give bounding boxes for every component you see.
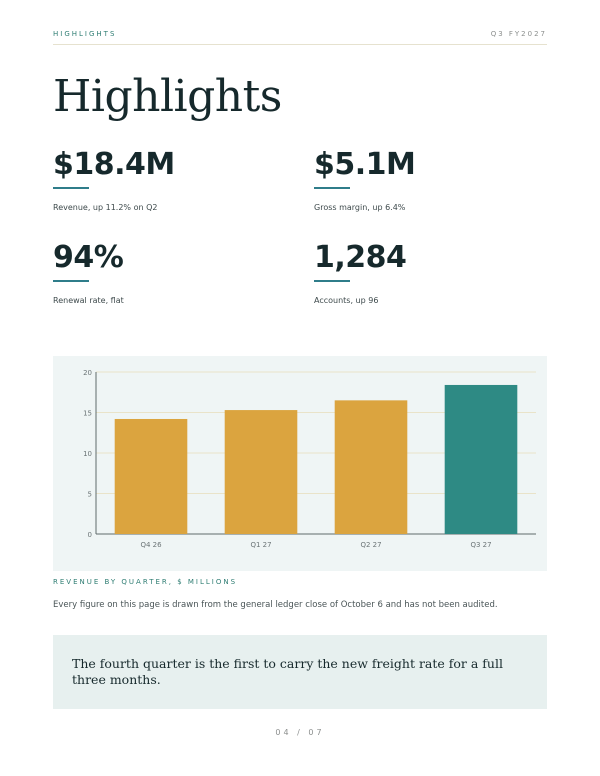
page-header: HIGHLIGHTS Q3 FY2027 [53,30,547,45]
bar [114,418,188,534]
callout-text: The fourth quarter is the first to carry… [72,656,503,687]
page-title: Highlights [53,71,282,122]
stat-caption: Renewal rate, flat [53,296,124,305]
page-number: 04 / 07 [275,728,325,737]
stat-gross-margin: $5.1M Gross margin, up 6.4% [314,148,554,213]
x-tick-label: Q4 26 [140,541,162,549]
chart-caption: REVENUE BY QUARTER, $ MILLIONS [53,578,238,586]
bar [224,410,298,534]
stat-value: 94% [53,240,124,275]
stat-rule [314,187,350,189]
stat-renewal-rate: 94% Renewal rate, flat [53,241,293,306]
stat-caption: Gross margin, up 6.4% [314,203,406,212]
stat-rule [53,187,89,189]
y-tick-label: 10 [83,450,92,458]
stat-value: $5.1M [314,147,416,182]
audit-note: Every figure on this page is drawn from … [53,600,498,610]
revenue-chart-panel: 0 5 10 15 20 Q4 26 Q1 27 Q2 27 Q3 27 [53,356,547,571]
bar [444,384,518,534]
section-label: HIGHLIGHTS [53,30,117,38]
stat-caption: Accounts, up 96 [314,296,379,305]
y-tick-label: 0 [88,531,92,539]
stat-revenue: $18.4M Revenue, up 11.2% on Q2 [53,148,293,213]
bar [334,400,408,534]
y-tick-label: 5 [88,491,92,499]
stat-rule [314,280,350,282]
stat-value: 1,284 [314,240,407,275]
x-tick-label: Q1 27 [250,541,271,549]
y-tick-label: 20 [83,369,92,377]
y-tick-label: 15 [83,410,92,418]
period-label: Q3 FY2027 [490,30,547,38]
revenue-bar-chart: 0 5 10 15 20 Q4 26 Q1 27 Q2 27 Q3 27 [83,369,536,549]
x-tick-label: Q3 27 [470,541,491,549]
stat-value: $18.4M [53,147,175,182]
callout-box: The fourth quarter is the first to carry… [53,635,547,709]
x-tick-label: Q2 27 [360,541,381,549]
stat-caption: Revenue, up 11.2% on Q2 [53,203,158,212]
stat-accounts: 1,284 Accounts, up 96 [314,241,554,306]
stat-rule [53,280,89,282]
